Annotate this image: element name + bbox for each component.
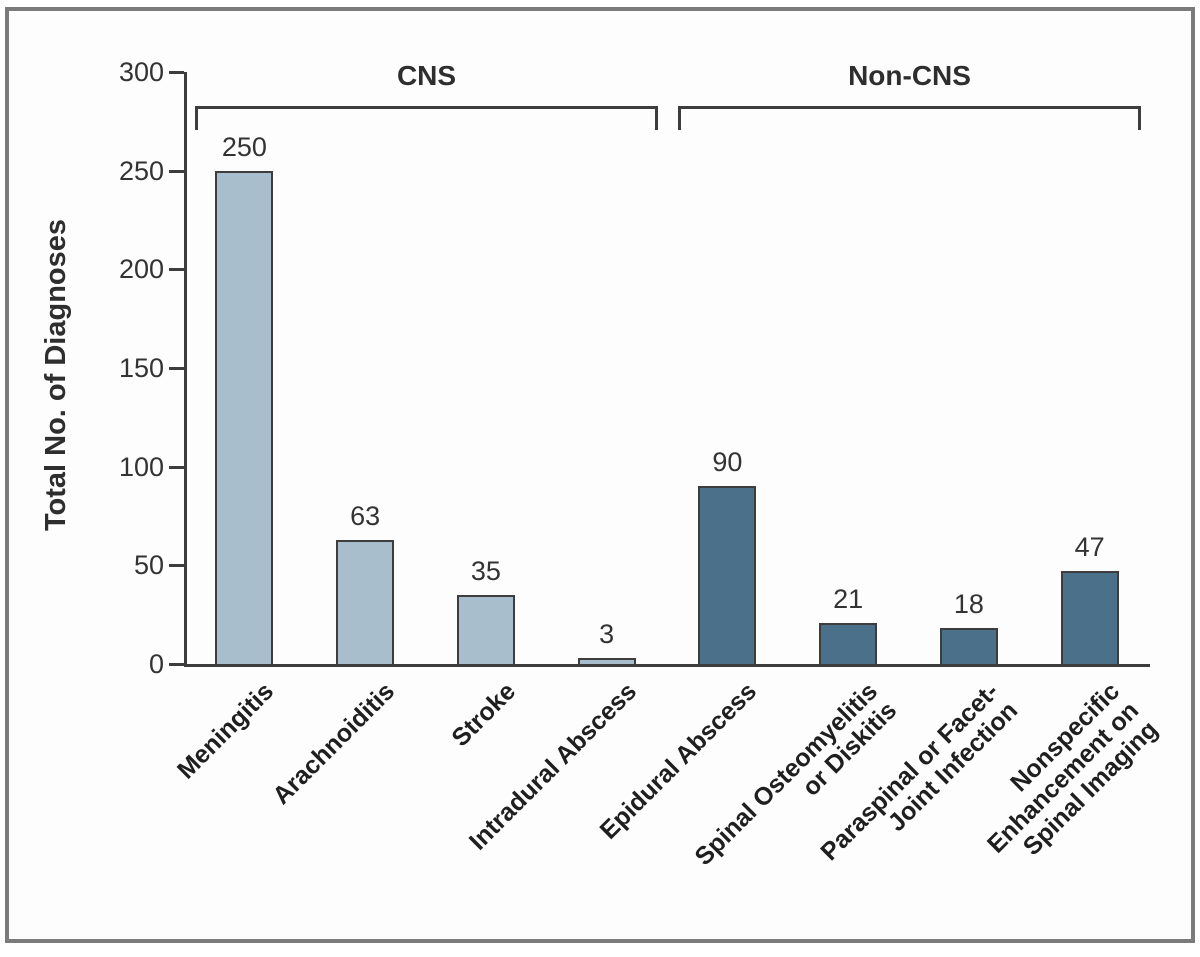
x-axis-line [184, 664, 1150, 667]
y-tick-mark [169, 71, 184, 74]
bar-arachnoiditis [336, 539, 395, 666]
y-tick-mark [169, 663, 184, 666]
y-tick-label: 50 [133, 550, 164, 581]
bar-stroke [456, 594, 515, 666]
bar-value-label: 63 [350, 500, 381, 531]
bar-value-label: 90 [712, 447, 743, 478]
y-tick-mark [169, 367, 184, 370]
y-axis-title: Total No. of Diagnoses [40, 218, 72, 532]
bar-value-label: 21 [833, 583, 864, 614]
group-bracket-non-cns [678, 106, 1141, 130]
y-tick-mark [169, 169, 184, 173]
group-bracket-cns [195, 106, 658, 130]
y-tick-mark [169, 564, 184, 568]
group-label-cns: CNS [396, 60, 457, 91]
bar-value-label: 18 [953, 589, 984, 620]
bar-value-label: 3 [599, 619, 615, 650]
y-axis-line [184, 72, 187, 667]
x-category-label-line: Meningitis [172, 677, 280, 785]
bar-value-label: 47 [1074, 532, 1105, 563]
figure-frame [5, 7, 1195, 943]
bar-spinal-osteomyelitis-or-diskitis [819, 622, 878, 666]
y-tick-mark [169, 268, 184, 272]
y-tick-label: 100 [118, 451, 164, 482]
group-label-non-cns: Non-CNS [848, 60, 971, 91]
bar-epidural-abscess [698, 486, 757, 666]
bar-paraspinal-or-facet-joint-infection [939, 628, 998, 666]
y-tick-label: 200 [118, 254, 164, 285]
x-category-label: Meningitis [0, 677, 280, 957]
bar-nonspecific-enhancement-on-spinal-imaging [1060, 571, 1119, 666]
y-tick-mark [169, 465, 184, 469]
y-tick-label: 0 [148, 649, 164, 679]
bar-value-label: 250 [221, 131, 267, 162]
bar-meningitis [215, 170, 274, 666]
y-tick-label: 250 [118, 155, 164, 186]
y-tick-label: 300 [118, 57, 164, 87]
y-tick-label: 150 [118, 353, 164, 383]
bar-value-label: 35 [470, 555, 501, 586]
